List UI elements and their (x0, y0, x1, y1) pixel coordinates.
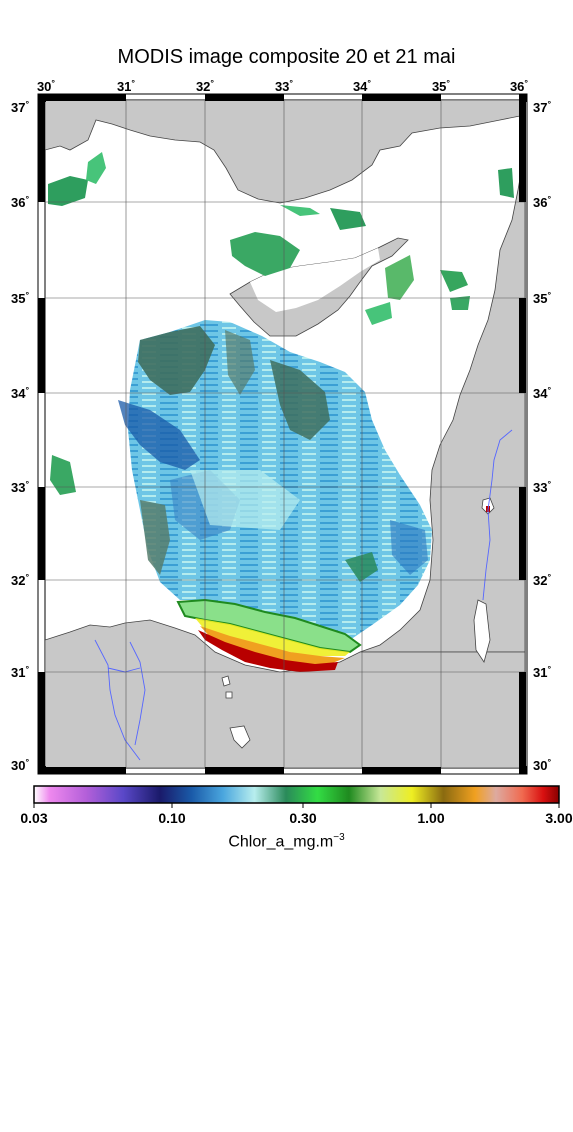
lon-label: 30° (37, 78, 55, 94)
land-levant (359, 149, 525, 653)
latitude-labels-left: 37° 36° 35° 34° 33° 32° 31° 30° (11, 99, 29, 773)
colorbar-title-text: Chlor_a_mg.m (228, 833, 334, 851)
lon-label: 33° (275, 78, 293, 94)
lon-label: 34° (353, 78, 371, 94)
lat-label: 37° (11, 99, 29, 115)
colorbar-title-exponent: −3 (333, 832, 345, 843)
river-jordan (482, 429, 513, 601)
map-title: MODIS image composite 20 et 21 mai (117, 46, 456, 68)
colorbar-tick-label: 1.00 (417, 810, 445, 826)
latitude-labels-right: 37° 36° 35° 34° 33° 32° 31° 30° (533, 99, 551, 773)
longitude-labels: 30° 31° 32° 33° 34° 35° 36° (37, 78, 528, 94)
lat-label: 32° (533, 572, 551, 588)
colorbar-tick-label: 0.03 (20, 810, 48, 826)
lat-label: 31° (11, 664, 29, 680)
lon-label: 35° (432, 78, 450, 94)
frame-border (38, 94, 527, 774)
lon-label: 31° (117, 78, 135, 94)
colorbar (33, 785, 560, 808)
colorbar-title: Chlor_a_mg.m−3 (0, 832, 573, 851)
lat-label: 34° (11, 385, 29, 401)
lat-label: 35° (11, 290, 29, 306)
lat-label: 33° (533, 479, 551, 495)
lat-label: 36° (11, 194, 29, 210)
land-egypt (45, 619, 525, 768)
lat-label: 33° (11, 479, 29, 495)
colorbar-tick-label: 3.00 (545, 810, 573, 826)
colorbar-tick-label: 0.30 (289, 810, 317, 826)
lon-label: 32° (196, 78, 214, 94)
lat-label: 30° (11, 757, 29, 773)
lat-label: 35° (533, 290, 551, 306)
lat-label: 32° (11, 572, 29, 588)
lon-label: 36° (510, 78, 528, 94)
lat-label: 36° (533, 194, 551, 210)
land-turkey (45, 100, 525, 204)
lat-label: 31° (533, 664, 551, 680)
colorbar-tick-label: 0.10 (158, 810, 186, 826)
patch-nw (48, 176, 88, 206)
lat-label: 37° (533, 99, 551, 115)
lat-label: 30° (533, 757, 551, 773)
lat-label: 34° (533, 385, 551, 401)
